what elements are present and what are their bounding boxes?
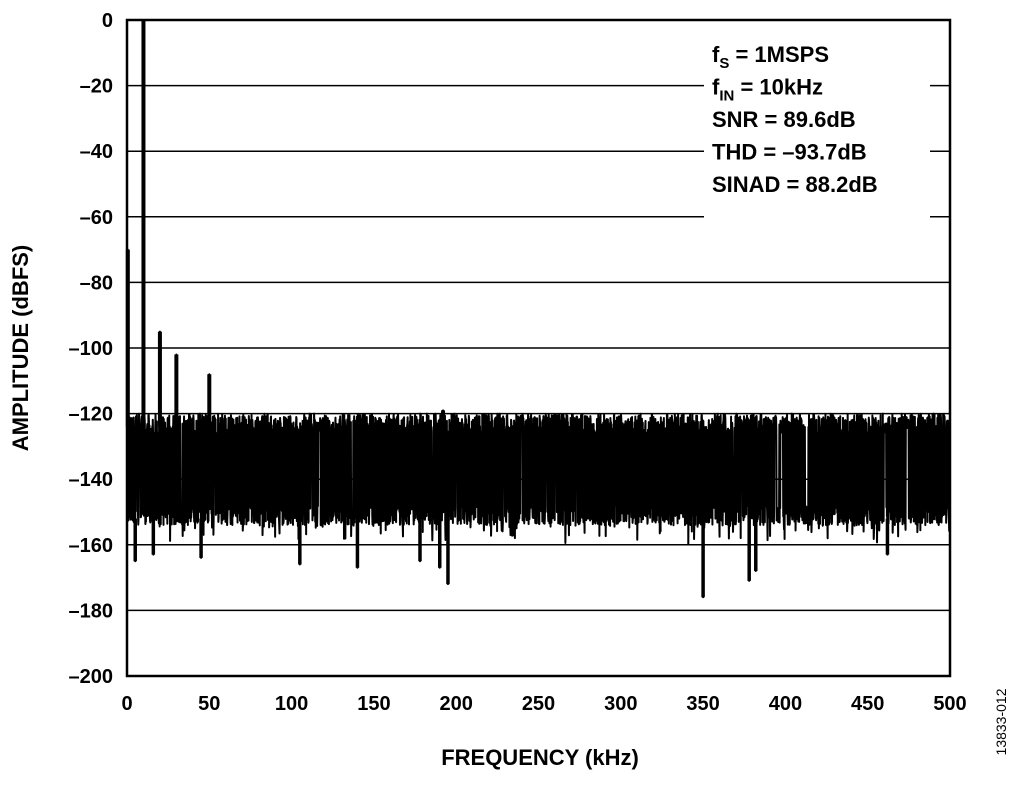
y-tick-label: –160: [69, 535, 114, 557]
y-tick-label: –40: [80, 141, 113, 163]
x-axis-title: FREQUENCY (kHz): [441, 745, 639, 770]
annotation-line: THD = –93.7dB: [712, 140, 867, 165]
annotation-line: fS = 1MSPS: [712, 42, 829, 72]
y-tick-labels: 0 –20 –40 –60 –80 –100 –120 –140 –160 –180 –200: [69, 10, 114, 688]
y-axis-title: AMPLITUDE (dBFS): [8, 245, 33, 452]
x-tick-label: 450: [851, 693, 884, 715]
x-tick-label: 400: [769, 693, 802, 715]
annotation-line: fIN = 10kHz: [712, 75, 823, 105]
spectrum-line: [126, 19, 951, 599]
y-tick-label: –20: [80, 76, 113, 98]
x-tick-label: 200: [440, 693, 473, 715]
y-tick-label: 0: [102, 10, 113, 32]
x-tick-label: 150: [357, 693, 390, 715]
x-tick-label: 250: [522, 693, 555, 715]
annotation-line: SNR = 89.6dB: [712, 107, 856, 132]
y-tick-label: –180: [69, 600, 114, 622]
x-tick-label: 300: [604, 693, 637, 715]
y-tick-label: –80: [80, 272, 113, 294]
x-tick-label: 100: [275, 693, 308, 715]
x-tick-label: 0: [121, 693, 132, 715]
y-tick-label: –100: [69, 338, 114, 360]
y-tick-label: –200: [69, 666, 114, 688]
annotation-background: [704, 38, 930, 220]
figure-id: 13833-012: [993, 688, 1009, 755]
x-tick-label: 350: [686, 693, 719, 715]
annotation-line: SINAD = 88.2dB: [712, 172, 878, 197]
y-tick-label: –120: [69, 404, 114, 426]
y-tick-label: –140: [69, 469, 114, 491]
y-tick-label: –60: [80, 207, 113, 229]
x-tick-label: 500: [933, 693, 966, 715]
x-tick-label: 50: [198, 693, 220, 715]
plot-frame: [125, 18, 952, 678]
x-tick-labels: 0 50 100 150 200 250 300 350 400 450 500: [121, 693, 966, 715]
